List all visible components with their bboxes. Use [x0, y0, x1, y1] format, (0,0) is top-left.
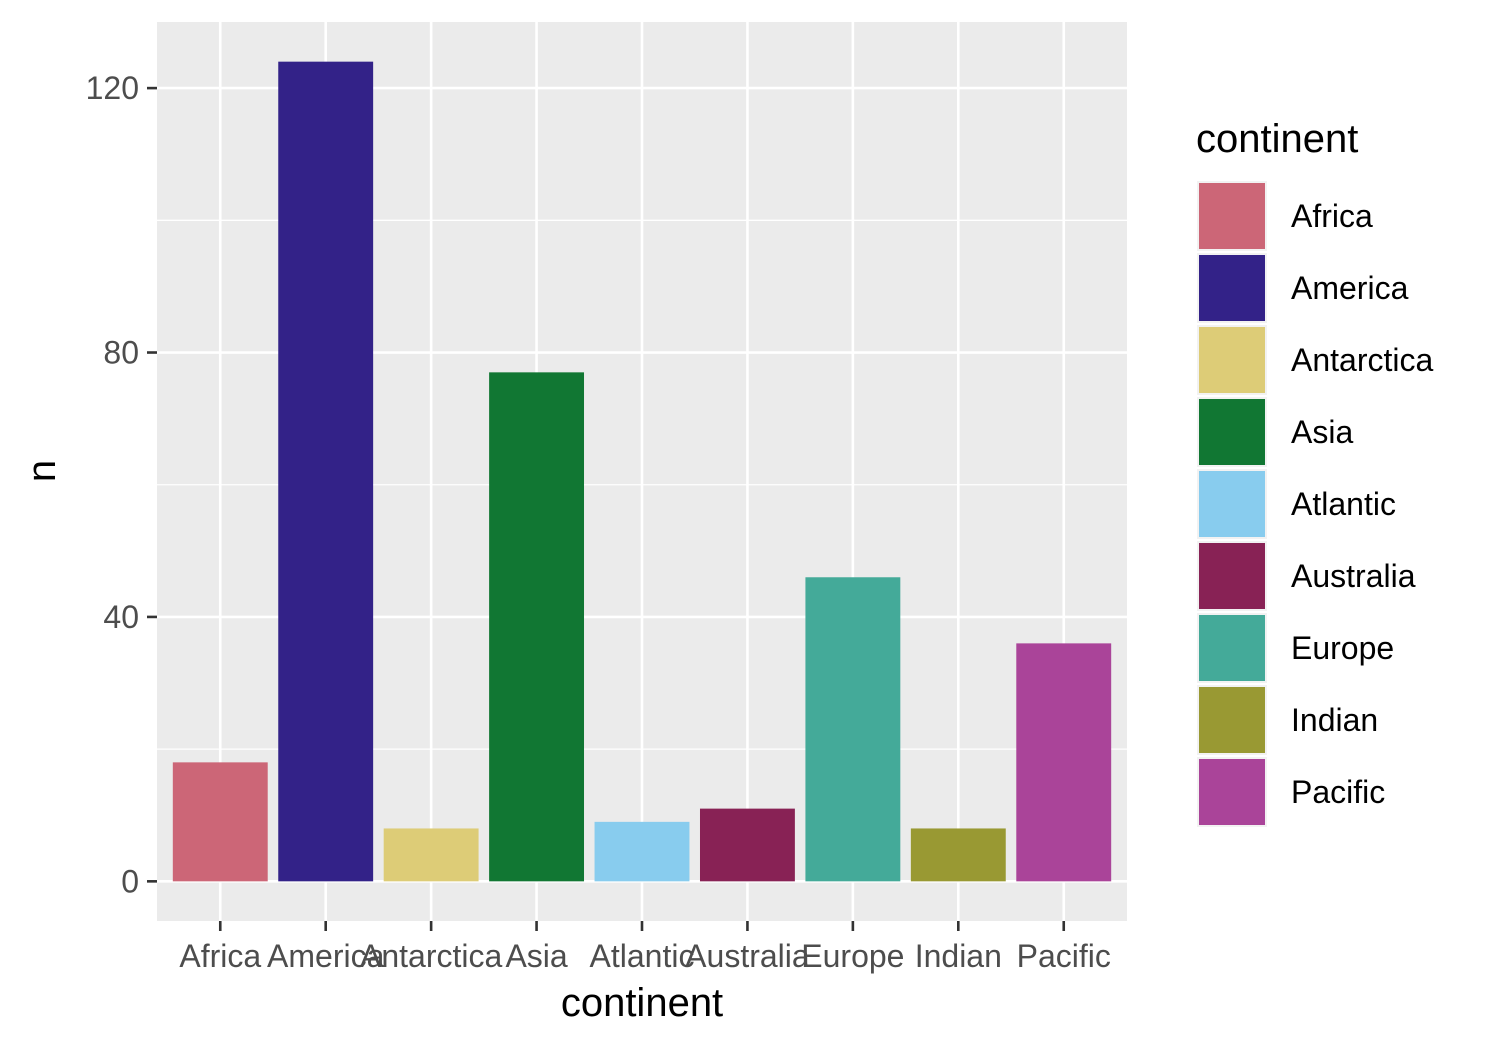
legend-label: America [1291, 270, 1409, 306]
legend: continent Africa America Antarctica Asia Atl… [1196, 117, 1433, 827]
legend-label: Pacific [1291, 774, 1385, 810]
y-tick-label: 120 [86, 70, 139, 106]
legend-label: Australia [1291, 558, 1416, 594]
legend-key-america [1199, 255, 1265, 321]
bars [172, 61, 1112, 882]
legend-key-atlantic [1199, 471, 1265, 537]
legend-label: Europe [1291, 630, 1394, 666]
x-axis-title: continent [561, 981, 723, 1025]
x-tick-label: Indian [915, 938, 1002, 974]
legend-label: Africa [1291, 198, 1373, 234]
y-tick-label: 0 [121, 863, 139, 899]
x-tick-label: Atlantic [590, 938, 695, 974]
y-axis: 0 40 80 120 [86, 70, 157, 899]
legend-key-asia [1199, 399, 1265, 465]
bar-asia [489, 372, 585, 882]
x-tick-label: Australia [685, 938, 810, 974]
legend-label: Atlantic [1291, 486, 1396, 522]
y-axis-title: n [20, 460, 64, 482]
y-tick-label: 80 [103, 335, 139, 371]
bar-australia [699, 808, 795, 882]
bar-europe [805, 577, 901, 882]
bar-america [278, 61, 374, 882]
legend-key-europe [1199, 615, 1265, 681]
legend-label: Antarctica [1291, 342, 1433, 378]
x-tick-label: Africa [179, 938, 261, 974]
bar-atlantic [594, 821, 690, 882]
x-tick-label: Pacific [1017, 938, 1111, 974]
x-tick-label: Asia [505, 938, 567, 974]
legend-label: Indian [1291, 702, 1378, 738]
x-tick-label: Europe [801, 938, 904, 974]
legend-title: continent [1196, 117, 1358, 161]
legend-items: Africa America Antarctica Asia Atlantic Austr… [1197, 181, 1433, 827]
bar-indian [910, 828, 1006, 882]
x-tick-label: America [267, 938, 385, 974]
legend-key-australia [1199, 543, 1265, 609]
bar-africa [172, 762, 268, 882]
bar-pacific [1016, 643, 1112, 882]
legend-key-pacific [1199, 759, 1265, 825]
legend-key-indian [1199, 687, 1265, 753]
legend-key-africa [1199, 183, 1265, 249]
legend-key-antarctica [1199, 327, 1265, 393]
legend-label: Asia [1291, 414, 1353, 450]
bar-antarctica [383, 828, 479, 882]
x-tick-label: Antarctica [360, 938, 502, 974]
y-tick-label: 40 [103, 599, 139, 635]
